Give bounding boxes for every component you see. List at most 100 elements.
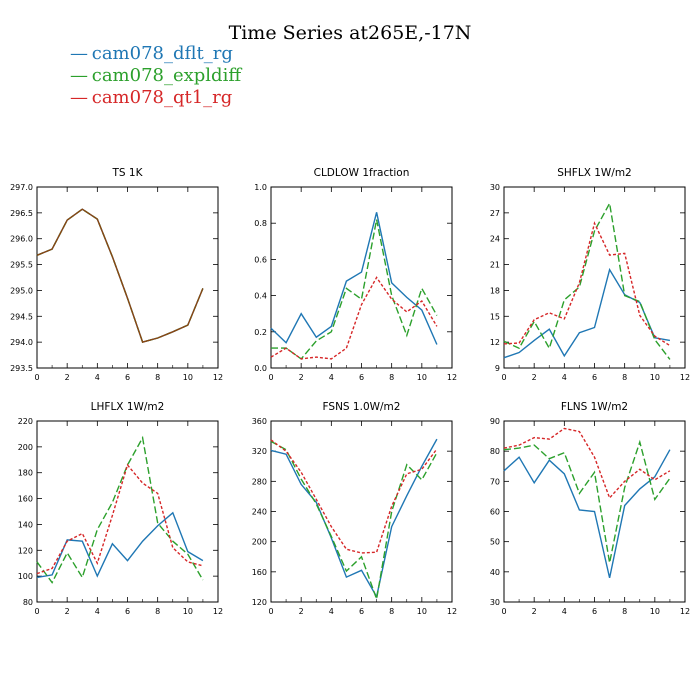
y-tick-label: 220	[18, 417, 33, 426]
x-tick-label: 4	[562, 607, 567, 616]
x-tick-label: 12	[447, 373, 457, 382]
x-tick-label: 6	[592, 373, 597, 382]
y-tick-label: 80	[23, 598, 33, 607]
x-tick-label: 0	[268, 607, 273, 616]
y-tick-label: 12	[490, 338, 500, 347]
chart-title: FLNS 1W/m2	[561, 401, 628, 413]
x-tick-label: 0	[34, 373, 39, 382]
series-line-cam078_expldiff	[503, 439, 671, 563]
plot-frame	[270, 420, 453, 603]
y-tick-label: 200	[252, 538, 267, 547]
y-tick-label: 140	[18, 520, 33, 529]
chart-title: TS 1K	[112, 167, 144, 179]
y-tick-label: 9	[495, 364, 500, 373]
legend: — cam078_dflt_rg — cam078_expldiff — cam…	[70, 43, 241, 109]
y-tick-label: 296.0	[10, 235, 33, 244]
y-tick-label: 160	[18, 495, 33, 504]
series-line-cam078_dflt_rg	[36, 511, 204, 579]
chart-panel-3: LHFLX 1W/m2 0 2 4 6 8 10 12 80 100 120 140 160 180 200…	[18, 401, 223, 616]
x-tick-label: 4	[95, 607, 100, 616]
x-tick-label: 8	[622, 373, 627, 382]
series-line-cam078_qt1_rg	[36, 208, 204, 343]
series-line-cam078_qt1_rg	[270, 276, 438, 360]
y-tick-label: 80	[490, 447, 500, 456]
y-tick-label: 280	[252, 477, 267, 486]
legend-item-qt1: — cam078_qt1_rg	[70, 87, 241, 109]
chart-panel-1: CLDLOW 1fraction 0 2 4 6 8 10 12 0.0 0.2 0.4 0.6 0.8…	[254, 167, 457, 382]
x-tick-label: 2	[532, 607, 537, 616]
series-line-cam078_expldiff	[271, 219, 438, 360]
series-line-cam078_qt1_rg	[270, 439, 438, 554]
y-tick-label: 100	[18, 572, 33, 581]
y-tick-label: 90	[490, 417, 500, 426]
x-tick-label: 12	[213, 607, 223, 616]
y-tick-label: 293.5	[10, 364, 33, 373]
x-tick-label: 0	[34, 607, 39, 616]
y-tick-label: 120	[252, 598, 267, 607]
y-tick-label: 294.5	[10, 312, 33, 321]
x-tick-label: 2	[299, 373, 304, 382]
y-tick-label: 70	[490, 477, 500, 486]
y-tick-label: 297.0	[10, 183, 33, 192]
legend-line-symbol: —	[70, 65, 88, 86]
chart-title: SHFLX 1W/m2	[557, 167, 632, 179]
chart-title: FSNS 1.0W/m2	[323, 401, 401, 413]
x-tick-label: 4	[562, 373, 567, 382]
y-tick-label: 0.6	[254, 255, 267, 264]
x-tick-label: 2	[532, 373, 537, 382]
legend-item-expldiff: — cam078_expldiff	[70, 65, 241, 87]
x-tick-label: 4	[329, 373, 334, 382]
x-tick-label: 8	[622, 607, 627, 616]
y-tick-label: 294.0	[10, 338, 33, 347]
x-tick-label: 6	[125, 607, 130, 616]
series-line-cam078_dflt_rg	[270, 438, 438, 599]
y-tick-label: 40	[490, 568, 500, 577]
chart-panel-0: TS 1K 0 2 4 6 8 10 12 293.5 294.0 294.5 295.0 295.5 2…	[10, 167, 223, 382]
series-line-cam078_qt1_rg	[36, 463, 204, 575]
y-tick-label: 0.2	[254, 328, 267, 337]
x-tick-label: 10	[650, 607, 660, 616]
x-tick-label: 4	[95, 373, 100, 382]
x-tick-label: 10	[417, 373, 427, 382]
series-line-cam078_qt1_rg	[503, 427, 671, 500]
plot-frame	[503, 186, 686, 369]
x-tick-label: 6	[359, 607, 364, 616]
plot-frame	[36, 420, 219, 603]
y-tick-label: 24	[490, 235, 500, 244]
x-tick-label: 10	[417, 607, 427, 616]
y-tick-label: 160	[252, 568, 267, 577]
y-tick-label: 320	[252, 447, 267, 456]
y-tick-label: 180	[18, 469, 33, 478]
y-tick-label: 30	[490, 183, 500, 192]
y-tick-label: 295.5	[10, 261, 33, 270]
y-tick-label: 240	[252, 508, 267, 517]
x-tick-label: 0	[501, 373, 506, 382]
x-tick-label: 8	[155, 607, 160, 616]
x-tick-label: 10	[183, 607, 193, 616]
y-tick-label: 0.0	[254, 364, 267, 373]
y-tick-label: 50	[490, 538, 500, 547]
y-tick-label: 18	[490, 286, 500, 295]
legend-item-dflt: — cam078_dflt_rg	[70, 43, 241, 65]
chart-panel-4: FSNS 1.0W/m2 0 2 4 6 8 10 12 120 160 200 240 280 320 3…	[252, 401, 457, 616]
y-tick-label: 1.0	[254, 183, 267, 192]
x-tick-label: 10	[650, 373, 660, 382]
y-tick-label: 200	[18, 443, 33, 452]
series-line-cam078_expldiff	[503, 201, 671, 360]
series-line-cam078_dflt_rg	[270, 212, 438, 345]
legend-label: cam078_dflt_rg	[91, 43, 233, 64]
x-tick-label: 8	[389, 607, 394, 616]
y-tick-label: 21	[490, 261, 500, 270]
y-tick-label: 120	[18, 546, 33, 555]
y-tick-label: 15	[490, 312, 500, 321]
x-tick-label: 6	[592, 607, 597, 616]
y-tick-label: 360	[252, 417, 267, 426]
x-tick-label: 6	[125, 373, 130, 382]
x-tick-label: 12	[680, 373, 690, 382]
x-tick-label: 2	[65, 373, 70, 382]
plot-frame	[36, 186, 219, 369]
x-tick-label: 12	[447, 607, 457, 616]
legend-label: cam078_expldiff	[91, 65, 242, 86]
y-tick-label: 60	[490, 508, 500, 517]
